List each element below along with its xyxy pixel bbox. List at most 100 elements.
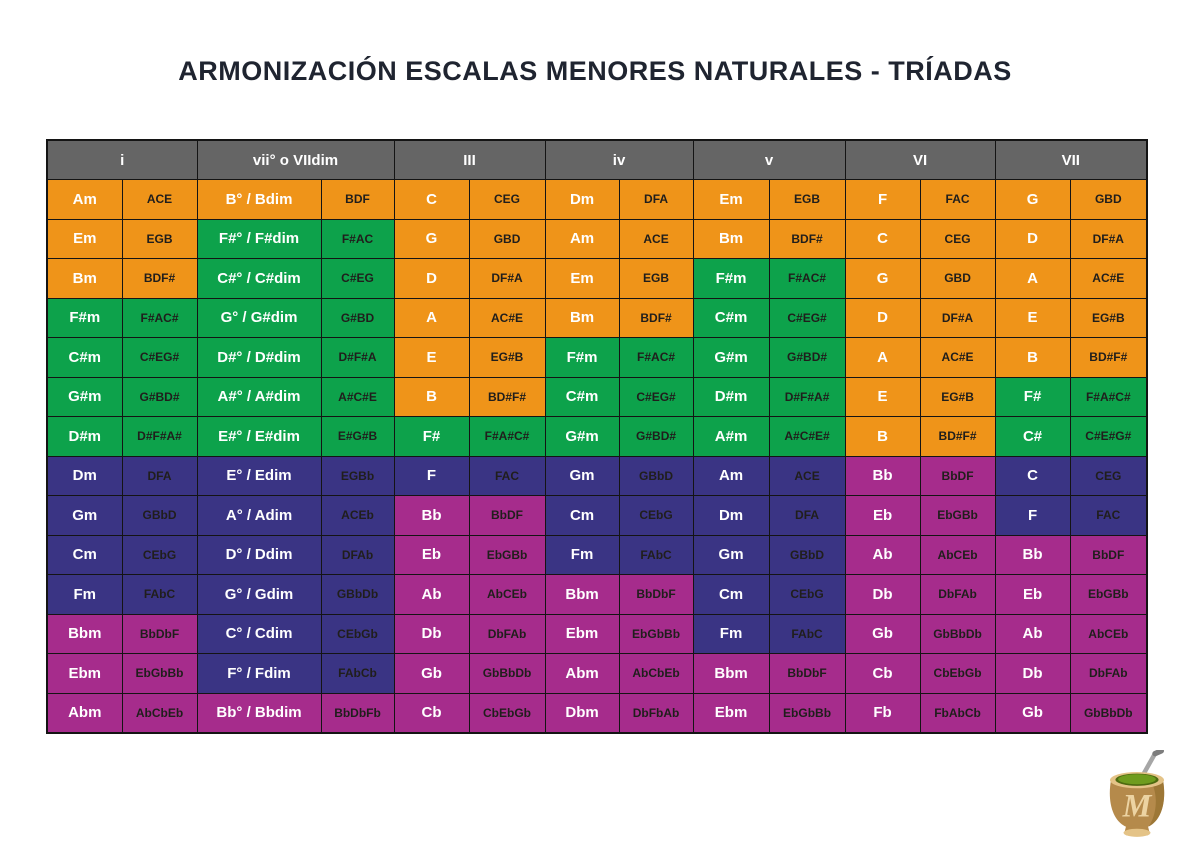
notes-cell: DbFAb [919, 574, 996, 615]
notes-cell: EbGBb [919, 495, 996, 536]
chord-cell: C [994, 455, 1071, 496]
notes-cell: GBbD [618, 455, 694, 496]
chord-cell: Abm [46, 692, 123, 734]
notes-cell: CEbG [618, 495, 694, 536]
table-row: Gm GBbD A° / Adim ACEb Bb BbDF Cm CEbG Dm DFA Eb Eb… [46, 495, 1148, 536]
chord-cell: G° / G#dim [196, 297, 322, 338]
table-row: Cm CEbG D° / Ddim DFAb Eb EbGBb Fm FAbC Gm GBbD Ab… [46, 534, 1148, 575]
notes-cell: FAbCb [320, 653, 395, 694]
notes-cell: GBD [468, 218, 546, 259]
notes-cell: A#C#E [320, 376, 395, 417]
chord-cell: F# [994, 376, 1071, 417]
chord-cell: Fm [46, 574, 123, 615]
chord-cell: Bm [46, 258, 123, 299]
chord-cell: C# [994, 416, 1071, 457]
notes-cell: ACEb [320, 495, 395, 536]
mate-logo: M [1092, 748, 1182, 840]
chord-cell: D#m [46, 416, 123, 457]
chord-cell: Dbm [544, 692, 620, 734]
notes-cell: AbCEb [919, 534, 996, 575]
notes-cell: BbDbF [121, 613, 198, 654]
notes-cell: BbDF [919, 455, 996, 496]
notes-cell: EG#B [1069, 297, 1148, 338]
notes-cell: BbDbF [618, 574, 694, 615]
table-row: D#m D#F#A# E#° / E#dim E#G#B F# F#A#C# G#m G#BD… [46, 416, 1148, 457]
table-row: F#m F#AC# G° / G#dim G#BD A AC#E Bm BDF# C#m C#EG… [46, 297, 1148, 338]
notes-cell: F#AC# [121, 297, 198, 338]
chord-cell: Eb [994, 574, 1071, 615]
table-row: Ebm EbGbBb F° / Fdim FAbCb Gb GbBbDb Abm AbCbEb… [46, 653, 1148, 694]
chord-cell: F [393, 455, 470, 496]
notes-cell: FAbC [121, 574, 198, 615]
column-header-5: v [692, 139, 846, 180]
mate-gourd-icon: M [1109, 748, 1165, 837]
chord-cell: C#m [544, 376, 620, 417]
notes-cell: FAC [468, 455, 546, 496]
chord-cell: F [844, 179, 921, 220]
notes-cell: DbFAb [1069, 653, 1148, 694]
chord-cell: Am [692, 455, 770, 496]
column-header-6: VI [844, 139, 996, 180]
notes-cell: EG#B [919, 376, 996, 417]
column-header-3: III [393, 139, 546, 180]
notes-cell: CEbG [768, 574, 846, 615]
yerba-top [1118, 774, 1156, 785]
notes-cell: ACE [618, 218, 694, 259]
chord-cell: Cb [844, 653, 921, 694]
notes-cell: FAC [919, 179, 996, 220]
chord-cell: Gm [544, 455, 620, 496]
chord-cell: G [393, 218, 470, 259]
chord-cell: B° / Bdim [196, 179, 322, 220]
chord-cell: B [994, 337, 1071, 378]
notes-cell: FbAbCb [919, 692, 996, 734]
chord-cell: Bm [692, 218, 770, 259]
notes-cell: D#F#A [320, 337, 395, 378]
notes-cell: GBD [1069, 179, 1148, 220]
chord-cell: F° / Fdim [196, 653, 322, 694]
chord-cell: E° / Edim [196, 455, 322, 496]
chord-cell: E [393, 337, 470, 378]
notes-cell: DFA [618, 179, 694, 220]
chord-cell: Bb [994, 534, 1071, 575]
chord-cell: Abm [544, 653, 620, 694]
notes-cell: BbDbF [768, 653, 846, 694]
notes-cell: EGBb [320, 455, 395, 496]
notes-cell: FAbC [768, 613, 846, 654]
chord-cell: Db [994, 653, 1071, 694]
notes-cell: AbCEb [1069, 613, 1148, 654]
chord-cell: G#m [46, 376, 123, 417]
column-header-1: i [46, 139, 198, 180]
notes-cell: DF#A [919, 297, 996, 338]
gourd-base [1123, 828, 1151, 837]
chord-cell: Ab [844, 534, 921, 575]
chord-cell: Fm [692, 613, 770, 654]
notes-cell: F#AC# [768, 258, 846, 299]
notes-cell: DbFbAb [618, 692, 694, 734]
chord-cell: F#° / F#dim [196, 218, 322, 259]
chord-cell: Ab [994, 613, 1071, 654]
chord-cell: F#m [544, 337, 620, 378]
notes-cell: EbGBb [1069, 574, 1148, 615]
chord-cell: Gb [393, 653, 470, 694]
chord-cell: Em [46, 218, 123, 259]
column-header-7: VII [994, 139, 1148, 180]
chord-cell: F#m [46, 297, 123, 338]
chord-cell: D° / Ddim [196, 534, 322, 575]
chord-cell: Em [692, 179, 770, 220]
chord-cell: Gb [844, 613, 921, 654]
chord-cell: C° / Cdim [196, 613, 322, 654]
notes-cell: DFAb [320, 534, 395, 575]
column-header-4: iv [544, 139, 694, 180]
chord-cell: C#° / C#dim [196, 258, 322, 299]
table-row: Fm FAbC G° / Gdim GBbDb Ab AbCEb Bbm BbDbF Cm CEb… [46, 574, 1148, 615]
notes-cell: AC#E [919, 337, 996, 378]
notes-cell: AC#E [468, 297, 546, 338]
notes-cell: EGB [121, 218, 198, 259]
chord-cell: Dm [544, 179, 620, 220]
chord-cell: Eb [844, 495, 921, 536]
notes-cell: CbEbGb [468, 692, 546, 734]
notes-cell: AbCbEb [618, 653, 694, 694]
gourd-body [1109, 775, 1165, 827]
chord-cell: G [844, 258, 921, 299]
